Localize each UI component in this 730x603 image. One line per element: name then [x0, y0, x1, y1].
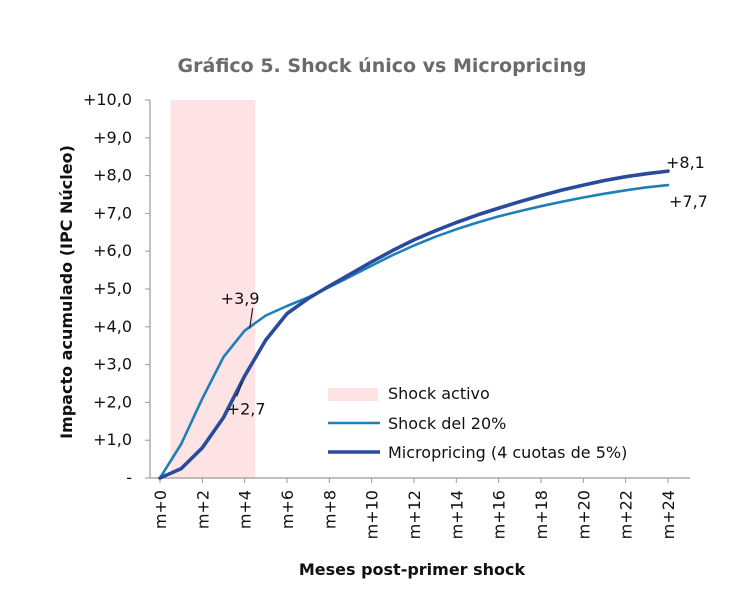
- x-tick-label: m+18: [532, 490, 551, 539]
- x-tick-label: m+24: [659, 490, 678, 539]
- x-tick-label: m+10: [363, 490, 382, 539]
- shaded-region-layer: [170, 100, 256, 478]
- y-tick-label: +2,0: [93, 392, 132, 411]
- legend-label: Shock del 20%: [388, 414, 506, 433]
- y-tick-label: +10,0: [83, 90, 132, 109]
- chart-title: Gráfico 5. Shock único vs Micropricing: [178, 55, 587, 77]
- annotation-label: +7,7: [669, 192, 708, 211]
- annotation-leader-3-9: [249, 307, 254, 329]
- series-layer: [158, 169, 670, 480]
- y-tick-label: -: [126, 468, 132, 487]
- annotation-layer: +3,9 +2,7 +8,1 +7,7: [221, 153, 708, 419]
- axis-layer: [145, 99, 690, 483]
- x-tick-label: m+6: [278, 490, 297, 529]
- x-tick-label: m+22: [617, 490, 636, 539]
- series-line-shock-20: [158, 183, 670, 480]
- y-axis-label: Impacto acumulado (IPC Núcleo): [57, 145, 76, 439]
- x-tick-label: m+8: [320, 490, 339, 529]
- legend-label: Shock activo: [388, 384, 490, 403]
- x-tick-label: m+16: [490, 490, 509, 539]
- x-tick-label: m+20: [574, 490, 593, 539]
- series-line-micropricing: [158, 169, 670, 480]
- legend-label: Micropricing (4 cuotas de 5%): [388, 443, 627, 462]
- annotation-label: +3,9: [221, 289, 260, 308]
- annotation-label: +8,1: [666, 153, 705, 172]
- y-tick-label: +6,0: [93, 241, 132, 260]
- shock-activo-region: [170, 100, 256, 478]
- y-tick-label: +5,0: [93, 279, 132, 298]
- legend-swatch-shock-activo: [328, 388, 378, 401]
- y-tick-label: +8,0: [93, 166, 132, 185]
- annotation-label: +2,7: [227, 399, 266, 418]
- annotation-leader-2-7: [236, 381, 244, 397]
- x-axis-label: Meses post-primer shock: [299, 560, 526, 579]
- x-tick-label: m+0: [151, 490, 170, 529]
- x-tick-label: m+4: [236, 490, 255, 529]
- y-tick-label: +4,0: [93, 317, 132, 336]
- x-tick-label: m+12: [405, 490, 424, 539]
- y-tick-label: +7,0: [93, 203, 132, 222]
- legend: Shock activo Shock del 20% Micropricing (4…: [328, 384, 627, 462]
- y-tick-label: +1,0: [93, 430, 132, 449]
- y-tick-label: +3,0: [93, 355, 132, 374]
- x-tick-labels: m+0 m+2 m+4 m+6 m+8 m+10 m+12 m+14 m+16 m+18 m+20 m…: [151, 490, 678, 539]
- y-tick-label: +9,0: [93, 128, 132, 147]
- x-tick-label: m+2: [193, 490, 212, 529]
- x-tick-label: m+14: [447, 490, 466, 539]
- y-tick-labels: - +1,0 +2,0 +3,0 +4,0 +5,0 +6,0 +7,0 +8,0 +9,0 +10…: [83, 90, 132, 487]
